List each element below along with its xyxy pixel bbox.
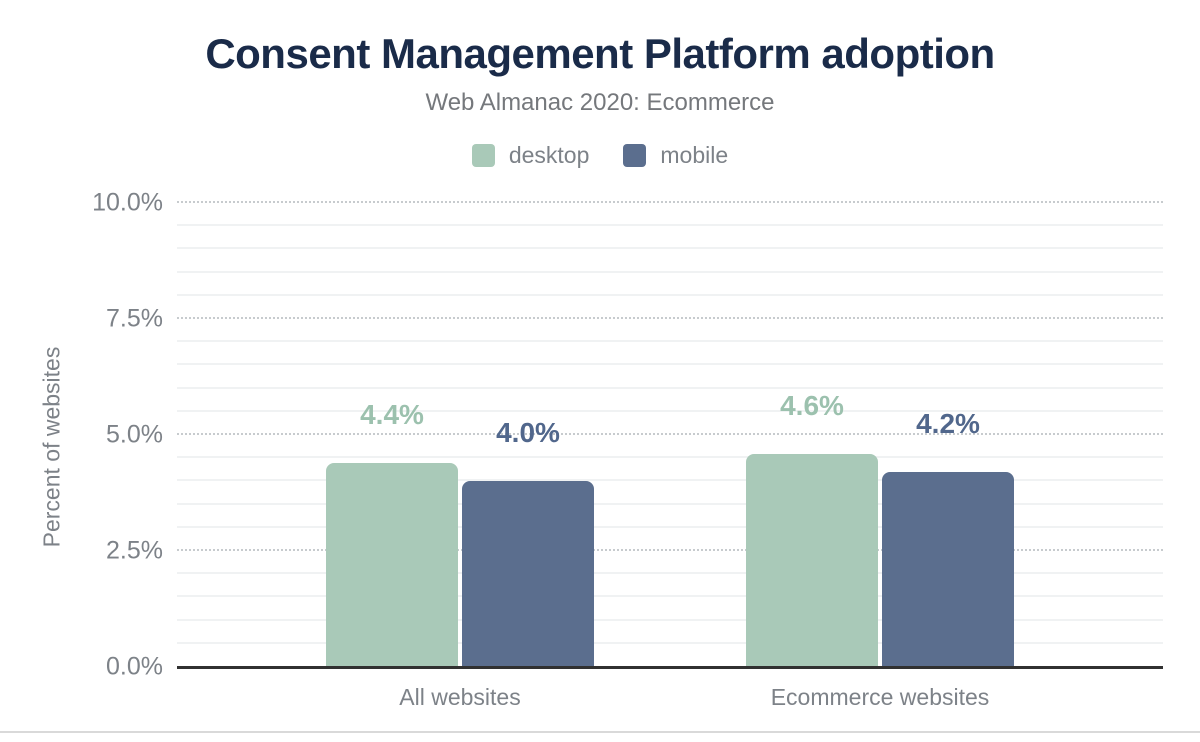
plot-area: 4.4% 4.6% 4.0% 4.2% bbox=[177, 201, 1163, 669]
legend-item-mobile: mobile bbox=[623, 142, 728, 169]
bar-value-label-mobile-0: 4.0% bbox=[496, 417, 560, 449]
bar-mobile-0[interactable] bbox=[462, 481, 594, 667]
chart-legend: desktop mobile bbox=[0, 142, 1200, 169]
gridline-major bbox=[177, 317, 1163, 319]
y-tick-label: 0.0% bbox=[106, 652, 163, 681]
gridline-minor bbox=[177, 456, 1163, 459]
gridline-minor bbox=[177, 409, 1163, 412]
x-category-label-0: All websites bbox=[399, 684, 521, 710]
gridline-minor bbox=[177, 641, 1163, 644]
gridline-minor bbox=[177, 595, 1163, 598]
y-tick-label: 2.5% bbox=[106, 536, 163, 565]
gridline-major bbox=[177, 201, 1163, 203]
y-axis-ticks: 0.0% 2.5% 5.0% 7.5% 10.0% bbox=[0, 0, 163, 742]
y-tick-label: 10.0% bbox=[92, 188, 163, 217]
gridline-minor bbox=[177, 247, 1163, 250]
legend-label-desktop: desktop bbox=[508, 142, 590, 168]
x-category-label-1: Ecommerce websites bbox=[770, 684, 990, 710]
gridline-major bbox=[177, 549, 1163, 551]
gridline-minor bbox=[177, 270, 1163, 273]
y-tick-label: 5.0% bbox=[106, 420, 163, 449]
gridline-minor bbox=[177, 479, 1163, 482]
gridline-minor bbox=[177, 525, 1163, 528]
legend-swatch-mobile-icon bbox=[623, 144, 647, 167]
x-axis-line bbox=[177, 666, 1163, 669]
gridline-minor bbox=[177, 386, 1163, 389]
gridline-minor bbox=[177, 502, 1163, 505]
chart-subtitle: Web Almanac 2020: Ecommerce bbox=[425, 89, 775, 116]
bar-value-label-mobile-1: 4.2% bbox=[916, 408, 980, 440]
gridline-minor bbox=[177, 224, 1163, 227]
legend-label-mobile: mobile bbox=[660, 142, 729, 168]
bar-mobile-1[interactable] bbox=[882, 472, 1014, 667]
gridline-minor bbox=[177, 340, 1163, 343]
gridline-minor bbox=[177, 572, 1163, 575]
legend-item-desktop: desktop bbox=[471, 142, 590, 169]
bar-desktop-0[interactable] bbox=[326, 462, 458, 667]
gridline-major bbox=[177, 433, 1163, 435]
gridline-minor bbox=[177, 363, 1163, 366]
footer-divider bbox=[0, 731, 1200, 733]
gridline-minor bbox=[177, 618, 1163, 621]
bar-value-label-desktop-1: 4.6% bbox=[780, 389, 844, 421]
y-tick-label: 7.5% bbox=[106, 304, 163, 333]
legend-swatch-desktop-icon bbox=[471, 144, 495, 167]
gridline-minor bbox=[177, 293, 1163, 296]
bar-desktop-1[interactable] bbox=[746, 453, 878, 667]
bar-value-label-desktop-0: 4.4% bbox=[360, 398, 424, 430]
chart-title: Consent Management Platform adoption bbox=[205, 30, 995, 77]
